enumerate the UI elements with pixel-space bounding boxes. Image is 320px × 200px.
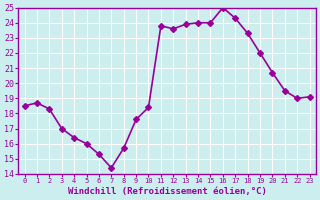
- X-axis label: Windchill (Refroidissement éolien,°C): Windchill (Refroidissement éolien,°C): [68, 187, 267, 196]
